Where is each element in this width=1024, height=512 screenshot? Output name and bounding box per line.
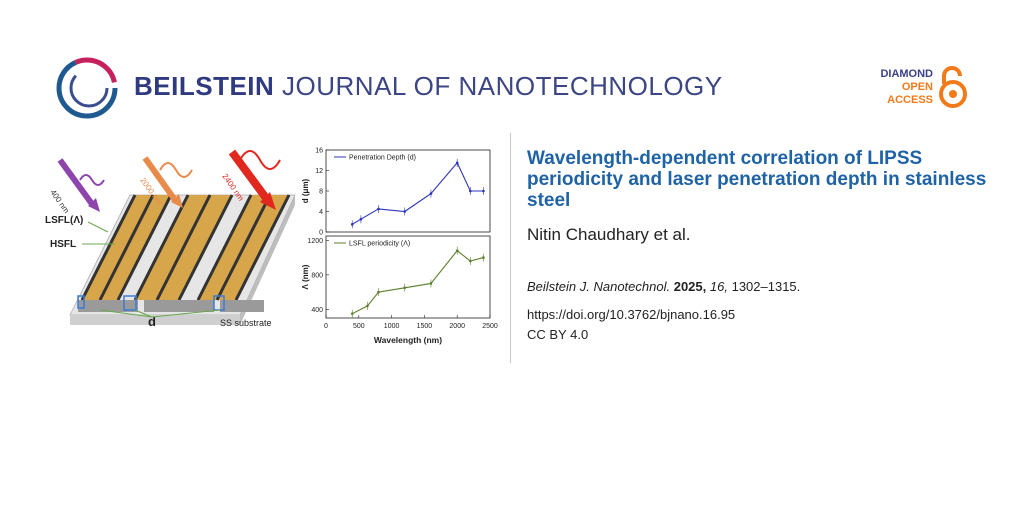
- y-tick-label-1-1: 800: [311, 272, 323, 279]
- data-point-0-4: [429, 192, 433, 195]
- y-axis-label-1: Λ (nm): [301, 264, 310, 289]
- x-tick-label-2: 1000: [384, 323, 400, 330]
- legend-label-0: Penetration Depth (d): [349, 155, 416, 162]
- data-point-0-1: [359, 217, 363, 221]
- series-line-0: [351, 161, 484, 225]
- oa-line-1: DIAMOND: [880, 68, 933, 80]
- x-tick-label-0: 0: [324, 323, 328, 330]
- y-tick-label-0-2: 8: [319, 189, 323, 196]
- y-tick-label-0-1: 4: [319, 209, 323, 216]
- wave-400: [79, 174, 105, 186]
- wave-2000: [159, 162, 193, 178]
- x-tick-label-1: 500: [353, 323, 365, 330]
- data-point-0-5: [455, 161, 459, 165]
- wavelength-charts: 0 4 8 12 16 d (μm) Penetration Depth (d) 400 800…: [301, 148, 498, 346]
- citation-volume: 16,: [709, 279, 728, 294]
- y-tick-label-1-2: 1200: [307, 238, 323, 245]
- citation: Beilstein J. Nanotechnol. 2025, 16, 1302…: [527, 279, 800, 294]
- data-point-1-5: [455, 249, 459, 252]
- citation-year: 2025,: [673, 279, 707, 294]
- citation-pages: 1302–1315.: [731, 279, 801, 294]
- data-point-1-2: [377, 290, 380, 294]
- doi-link[interactable]: https://doi.org/10.3762/bjnano.16.95: [527, 307, 736, 322]
- data-point-1-3: [403, 286, 407, 290]
- grating-2400nm: [196, 194, 291, 301]
- data-point-0-0: [350, 223, 354, 226]
- x-tick-label-4: 2000: [449, 323, 465, 330]
- oa-line-2: OPEN: [901, 81, 933, 93]
- open-access-badge: DIAMOND OPEN ACCESS: [880, 68, 933, 107]
- data-point-1-4: [429, 282, 433, 285]
- lipss-schematic: 400 nm 2000 nm 2400 nm LSFL(Λ) HSFL d SS…: [45, 149, 296, 329]
- vertical-divider: [510, 133, 511, 363]
- x-tick-label-5: 2500: [482, 323, 498, 330]
- data-point-0-7: [482, 189, 485, 193]
- label-substrate: SS substrate: [220, 318, 272, 328]
- grating-400nm: [80, 194, 173, 301]
- open-lock-icon: [939, 66, 967, 108]
- wave-2400: [239, 150, 281, 170]
- article-title: Wavelength-dependent correlation of LIPS…: [527, 148, 987, 211]
- series-line-1: [351, 249, 484, 315]
- label-hsfl: HSFL: [50, 239, 76, 250]
- laser-arrow-2000: [142, 156, 178, 202]
- journal-name: BEILSTEIN JOURNAL OF NANOTECHNOLOGY: [134, 71, 723, 102]
- y-axis-label-0: d (μm): [301, 178, 310, 203]
- journal-logo: [56, 57, 118, 119]
- y-tick-label-0-0: 0: [319, 230, 323, 237]
- article-authors: Nitin Chaudhary et al.: [527, 225, 691, 244]
- chart-frame-0: [325, 149, 491, 233]
- y-tick-label-0-4: 16: [315, 148, 323, 155]
- data-point-1-7: [482, 256, 485, 259]
- label-400nm: 400 nm: [48, 188, 71, 215]
- label-lsfl: LSFL(Λ): [45, 215, 83, 226]
- data-point-1-0: [350, 312, 354, 315]
- data-point-0-6: [469, 189, 472, 193]
- grating-2000nm: [133, 194, 234, 301]
- journal-name-bold: BEILSTEIN: [134, 71, 275, 101]
- label-d: d: [148, 314, 156, 329]
- y-tick-label-0-3: 12: [315, 168, 323, 175]
- data-point-1-1: [366, 304, 369, 308]
- y-tick-label-1-0: 400: [311, 307, 323, 314]
- data-point-1-6: [469, 259, 472, 263]
- chart-frame-1: [325, 235, 491, 319]
- license: CC BY 4.0: [527, 327, 589, 342]
- laser-arrow-2400: [228, 149, 270, 201]
- oa-line-3: ACCESS: [887, 94, 933, 106]
- data-point-0-3: [403, 210, 407, 213]
- legend-label-1: LSFL periodicity (Λ): [349, 241, 410, 248]
- x-axis-label: Wavelength (nm): [374, 335, 442, 345]
- laser-arrow-400: [57, 158, 95, 206]
- x-tick-label-3: 1500: [417, 323, 433, 330]
- citation-journal: Beilstein J. Nanotechnol.: [527, 279, 671, 294]
- data-point-0-2: [377, 207, 380, 211]
- journal-name-light: JOURNAL OF NANOTECHNOLOGY: [282, 71, 723, 101]
